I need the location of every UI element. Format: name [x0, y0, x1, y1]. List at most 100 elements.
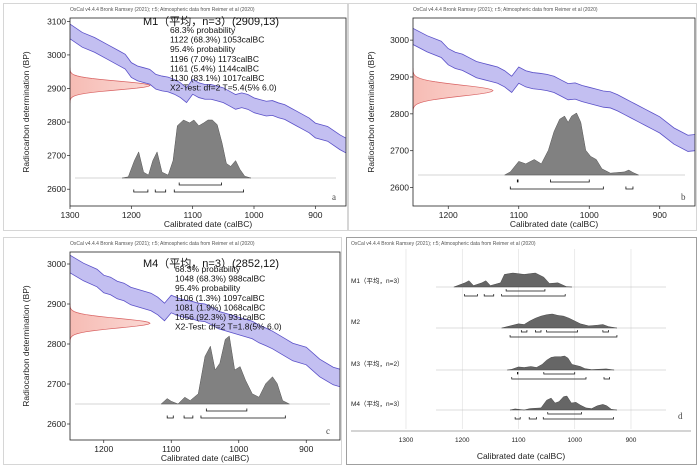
x-tick-label: 900: [308, 210, 322, 220]
range-bracket: [542, 417, 614, 420]
calibration-curve-upper: [70, 254, 340, 370]
range-bracket: [509, 335, 618, 338]
range-bracket: [501, 294, 566, 297]
probability-line: 68.3% probability: [175, 264, 241, 274]
range-bracket: [603, 377, 610, 380]
range-bracket: [178, 182, 222, 186]
range-bracket: [183, 415, 194, 419]
calibration-curve-lower: [70, 38, 346, 154]
y-tick-label: 2800: [47, 339, 66, 349]
x-tick-label: 1100: [184, 210, 203, 220]
row-label: M1（平均，n=3）: [351, 276, 404, 285]
x-tick-label: 1200: [94, 444, 113, 454]
probability-line: 95.4% probability: [170, 44, 236, 54]
x-axis-label: Calibrated date (calBC): [164, 219, 253, 229]
chart-title: M1（平均，n=3）(2909,13): [143, 15, 279, 28]
range-bracket: [173, 189, 244, 193]
range-bracket: [514, 417, 521, 420]
panel-b: OxCal v4.4.4 Bronk Ramsey (2021); r:5; A…: [348, 3, 697, 231]
plot-area: [70, 254, 340, 419]
panel-c: OxCal v4.4.4 Bronk Ramsey (2021); r:5; A…: [3, 237, 342, 465]
x-tick-label: 1100: [510, 210, 529, 220]
range-bracket: [543, 372, 576, 375]
range-bracket: [528, 417, 537, 420]
x-tick-label: 900: [299, 444, 313, 454]
y-axis-label: Radiocarbon determination (BP): [21, 285, 31, 407]
calibration-curve-band: [413, 28, 695, 152]
y-tick-label: 2600: [390, 183, 409, 193]
range-bracket: [516, 179, 519, 183]
panel-d: OxCal v4.4.4 Bronk Ramsey (2021); r:5; A…: [346, 237, 697, 465]
probability-line: 1196 (7.0%) 1173calBC: [170, 54, 259, 64]
row-posterior: [453, 272, 572, 288]
panel-a: OxCal v4.4.4 Bronk Ramsey (2021); r:5; A…: [3, 3, 348, 231]
y-tick-label: 2700: [390, 146, 409, 156]
range-bracket: [464, 294, 478, 297]
range-bracket: [511, 377, 587, 380]
y-tick-label: 2900: [47, 299, 66, 309]
plot-area: [70, 23, 346, 193]
range-bracket: [535, 330, 542, 333]
probability-line: X2-Test: df=2 T=5.4(5% 6.0): [170, 83, 277, 93]
posterior-distribution: [160, 335, 290, 405]
x-axis-label: Calibrated date (calBC): [477, 451, 566, 461]
panel-label: c: [326, 426, 330, 436]
range-bracket: [200, 415, 286, 419]
panel-label: b: [681, 192, 686, 202]
probability-line: 1161 (5.4%) 1144calBC: [170, 63, 259, 73]
x-tick-label: 900: [626, 437, 637, 444]
x-tick-label: 1200: [439, 210, 458, 220]
plot-frame: [69, 17, 347, 207]
y-tick-label: 2700: [47, 151, 66, 161]
y-tick-label: 2800: [390, 109, 409, 119]
x-tick-label: 1300: [399, 437, 414, 444]
y-tick-label: 3000: [47, 50, 66, 60]
calibration-curve-lower: [70, 272, 340, 388]
posterior-distribution: [504, 112, 639, 176]
x-tick-label: 1000: [568, 437, 583, 444]
y-tick-label: 2700: [47, 379, 66, 389]
x-tick-label: 1000: [229, 444, 248, 454]
panel-header: OxCal v4.4.4 Bronk Ramsey (2021); r:5; A…: [70, 241, 255, 247]
x-axis-label: Calibrated date (calBC): [510, 219, 599, 229]
calibration-curve-upper: [70, 23, 346, 139]
y-axis-label: Radiocarbon determination (BP): [366, 51, 376, 173]
x-tick-label: 1100: [162, 444, 181, 454]
range-bracket: [505, 289, 546, 292]
x-tick-label: 1000: [580, 210, 599, 220]
y-tick-label: 2800: [47, 117, 66, 127]
x-tick-label: 1200: [122, 210, 141, 220]
measurement-distribution: [70, 303, 151, 343]
range-bracket: [625, 186, 634, 190]
range-bracket: [546, 330, 578, 333]
range-bracket: [166, 415, 174, 419]
y-tick-label: 2600: [47, 419, 66, 429]
x-tick-label: 1200: [455, 437, 470, 444]
row-label: M3（平均，n=2）: [351, 359, 404, 368]
y-tick-label: 3000: [47, 259, 66, 269]
row-label: M2: [351, 319, 360, 326]
range-bracket: [154, 189, 167, 193]
x-tick-label: 1100: [512, 437, 526, 444]
panel-header: OxCal v4.4.4 Bronk Ramsey (2021); r:5; A…: [70, 7, 255, 13]
calibration-curve-band: [70, 255, 340, 387]
range-bracket: [520, 330, 528, 333]
probability-line: 1081 (1.9%) 1068calBC: [175, 302, 265, 312]
probability-line: 1106 (1.3%) 1097calBC: [175, 293, 265, 303]
probability-line: X2-Test: df=2 T=1.8(5% 6.0): [175, 322, 282, 332]
range-bracket: [133, 189, 149, 193]
range-bracket: [602, 330, 609, 333]
y-tick-label: 2900: [47, 84, 66, 94]
row-posterior: [507, 355, 615, 371]
measurement-distribution: [413, 68, 494, 114]
y-axis-label: Radiocarbon determination (BP): [21, 51, 31, 173]
calibration-curve-lower: [413, 44, 695, 152]
y-tick-label: 2900: [390, 72, 409, 82]
chart-title: M4（平均，n=3）(2852,12): [143, 257, 279, 270]
y-tick-label: 2600: [47, 184, 66, 194]
probability-line: 1048 (68.3%) 988calBC: [175, 274, 265, 284]
x-axis-label: Calibrated date (calBC): [161, 453, 250, 463]
panel-header: OxCal v4.4.4 Bronk Ramsey (2021); r:5; A…: [351, 241, 536, 247]
plot-area: [413, 27, 695, 190]
panel-label: a: [332, 192, 336, 202]
